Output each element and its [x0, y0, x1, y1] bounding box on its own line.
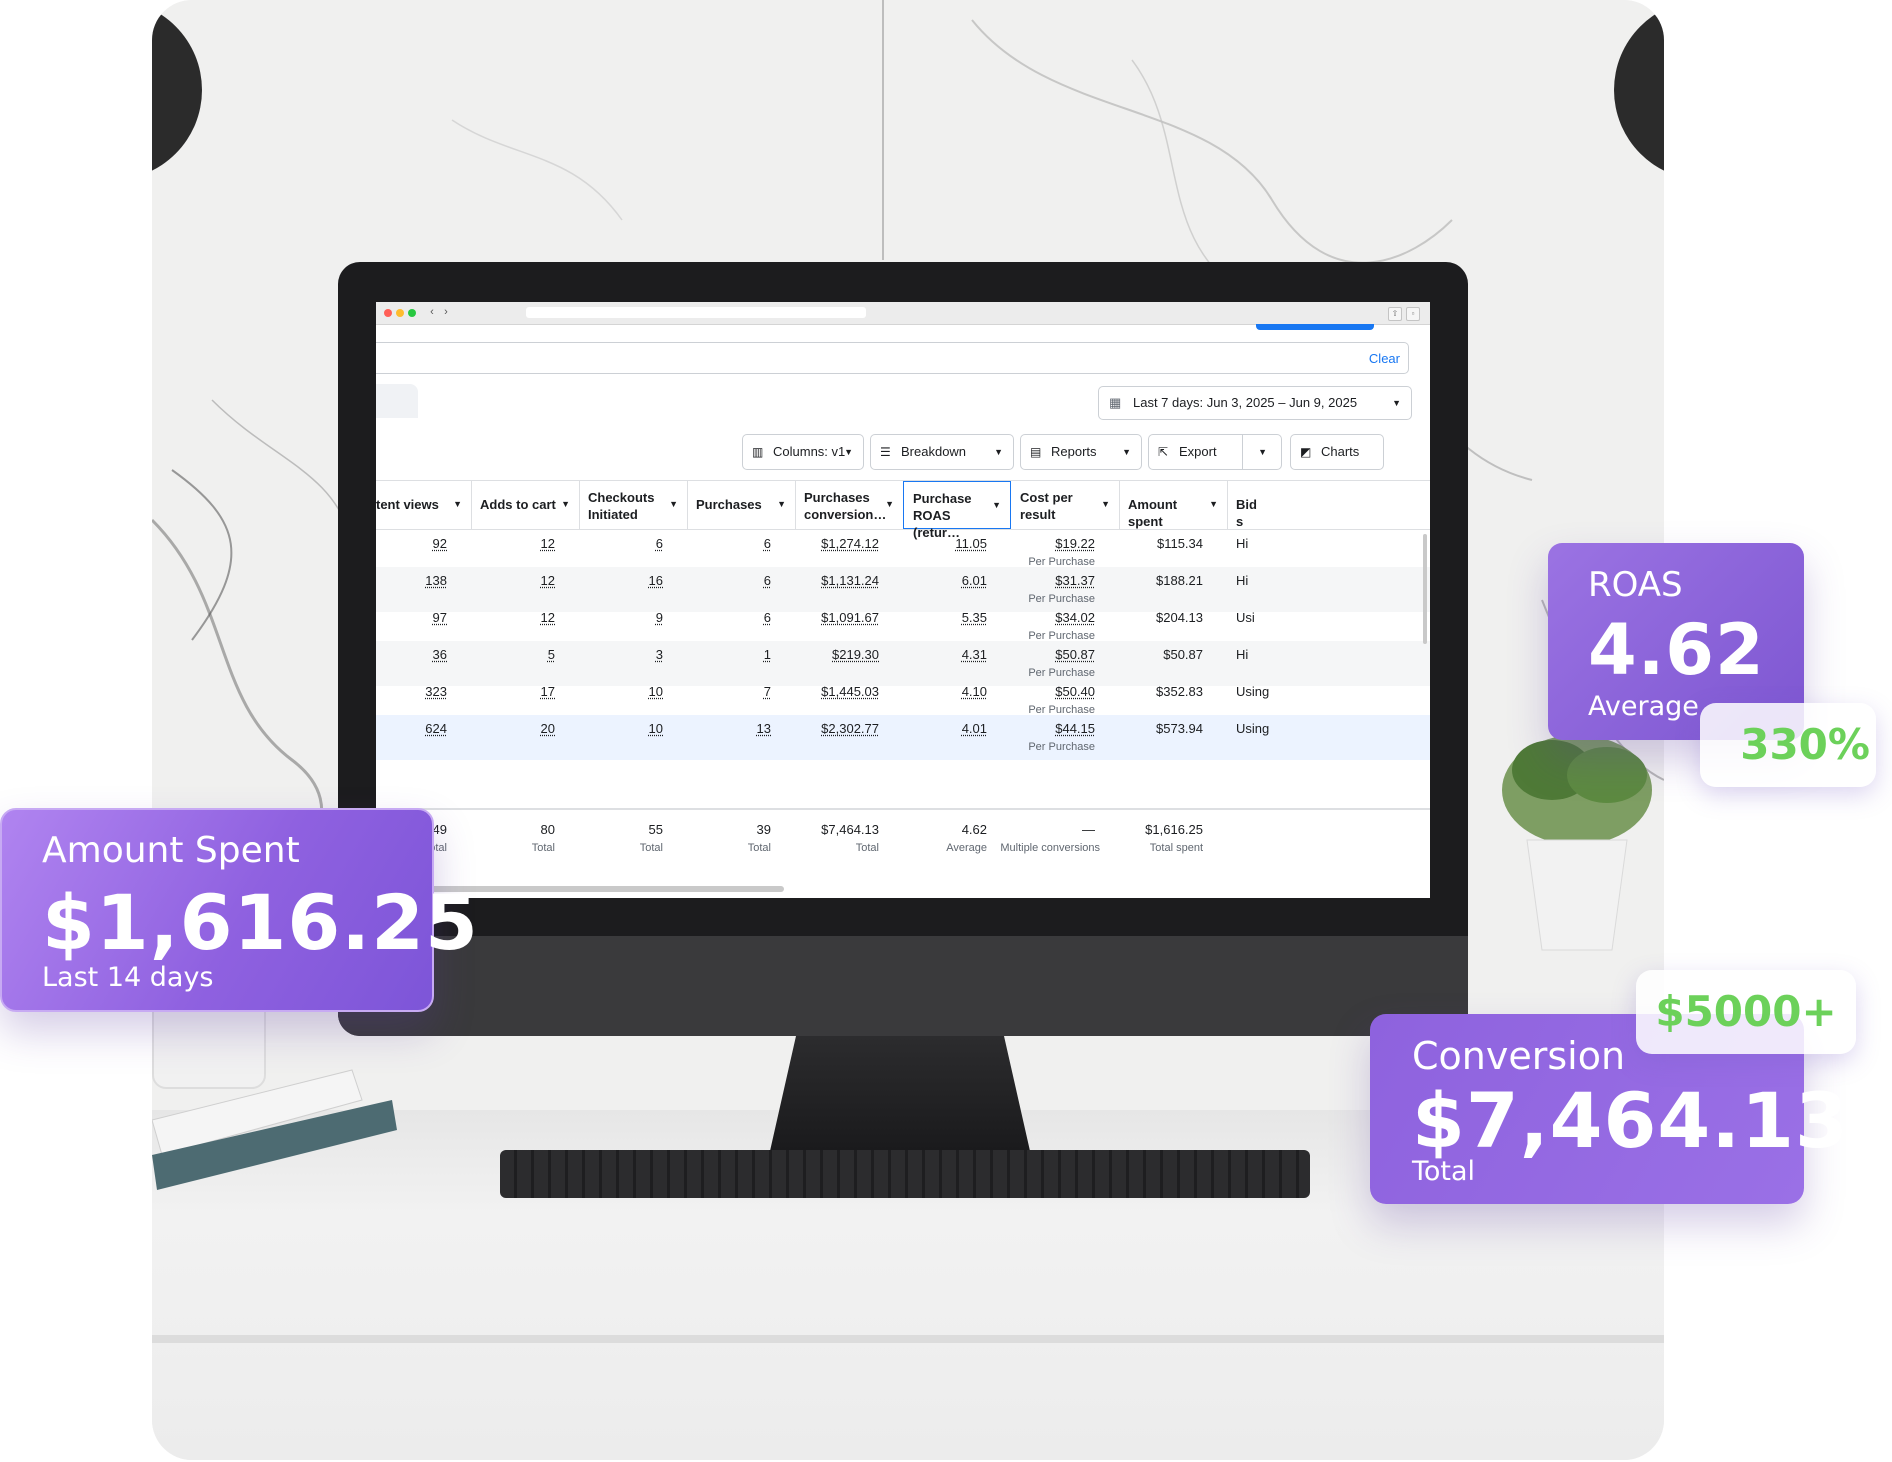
column-header-purchases-conversion-value[interactable]: Purchases conversion… ▼ [795, 481, 904, 529]
columns-icon: ▥ [752, 445, 764, 459]
amount-spent-card-title: Amount Spent [42, 830, 300, 871]
reports-button[interactable]: ▤ Reports ▼ [1020, 434, 1142, 470]
clear-filter-link[interactable]: Clear [1368, 351, 1400, 366]
total-purchases: 39 [756, 822, 771, 837]
potted-plant [1502, 735, 1652, 951]
books-stack [152, 1069, 397, 1190]
amount-spent-card-value: $1,616.25 [42, 878, 479, 967]
column-header-purchase-roas[interactable]: Purchase ROAS (retur… ▼ [903, 481, 1011, 540]
column-header-adds-to-cart[interactable]: Adds to cart ▼ [471, 481, 580, 529]
table-row[interactable]: 323 17 10 7 $1,445.03 4.10 $50.40 Per Pu… [425, 684, 1270, 716]
roas-growth-badge: 330% [1700, 703, 1876, 787]
monitor-chin [338, 936, 1468, 1036]
chevron-down-icon: ▼ [994, 447, 1003, 457]
wall-seam [882, 0, 884, 260]
chevron-down-icon: ▼ [1392, 398, 1401, 408]
chart-icon: ◩ [1300, 445, 1312, 459]
total-adds: 80 [540, 822, 555, 837]
monitor-stand [770, 1036, 1030, 1151]
screen: ‹ › ⇧ ▫ Clear ▦ Last 7 days: Jun 3, 2025… [376, 302, 1430, 898]
primary-action-button-edge[interactable] [1256, 324, 1374, 330]
filter-search-bar[interactable]: Clear [376, 342, 1409, 374]
breakdown-button[interactable]: ☰ Breakdown ▼ [870, 434, 1014, 470]
export-button[interactable]: ⇱ Export [1148, 434, 1244, 470]
reports-label: Reports [1051, 444, 1097, 459]
chevron-down-icon: ▼ [1101, 499, 1110, 509]
column-header-bid-strategy[interactable]: Bid s [1236, 497, 1257, 529]
charts-label: Charts [1321, 444, 1360, 459]
export-icon: ⇱ [1158, 445, 1169, 459]
chevron-down-icon: ▼ [1258, 447, 1267, 457]
conversion-growth-badge: $5000+ [1636, 970, 1856, 1054]
columns-button[interactable]: ▥ Columns: v1 ▼ [742, 434, 864, 470]
chevron-down-icon: ▼ [561, 499, 570, 509]
table-row[interactable]: 36 5 3 1 $219.30 4.31 $50.87 Per Purchas… [376, 641, 1430, 686]
conversion-card-value: $7,464.13 [1412, 1076, 1849, 1165]
roas-card-caption: Average [1588, 691, 1699, 722]
desk-edge [152, 1335, 1664, 1343]
chevron-down-icon: ▼ [1122, 447, 1131, 457]
minimize-window-button[interactable] [396, 309, 404, 317]
export-label: Export [1179, 444, 1217, 459]
total-checkouts: 55 [648, 822, 663, 837]
table-row[interactable]: 624 20 10 13 $2,302.77 4.01 $44.15 Per P… [376, 715, 1430, 760]
share-icon[interactable]: ⇧ [1388, 307, 1402, 321]
back-button[interactable]: ‹ [430, 306, 434, 318]
chevron-down-icon: ▼ [1209, 499, 1218, 509]
total-amount-spent: $1,616.25 [1145, 822, 1203, 837]
roas-card-value: 4.62 [1588, 609, 1765, 691]
close-window-button[interactable] [384, 309, 392, 317]
maximize-window-button[interactable] [408, 309, 416, 317]
column-header-purchases[interactable]: Purchases ▼ [687, 481, 796, 529]
chevron-down-icon: ▼ [885, 499, 894, 509]
breakdown-icon: ☰ [880, 445, 891, 459]
column-header-cost-per-result[interactable]: Cost per result ▼ [1011, 481, 1120, 529]
roas-card-title: ROAS [1588, 565, 1683, 605]
date-range-picker[interactable]: ▦ Last 7 days: Jun 3, 2025 – Jun 9, 2025… [1098, 386, 1412, 420]
keyboard [500, 1150, 1310, 1198]
amount-spent-card: Amount Spent $1,616.25 Last 14 days [0, 808, 478, 1012]
conversion-card-title: Conversion [1412, 1034, 1626, 1078]
chevron-down-icon: ▼ [844, 447, 853, 457]
column-header-amount-spent[interactable]: Amount spent ▼ [1119, 481, 1228, 529]
column-header-checkouts[interactable]: Checkouts Initiated ▼ [579, 481, 688, 529]
average-roas: 4.62 [961, 822, 987, 837]
total-conversion-value: $7,464.13 [821, 822, 879, 837]
totals-row: 1,449 Total 80 Total 55 Total 39 Total $… [376, 808, 1430, 882]
charts-button[interactable]: ◩ Charts [1290, 434, 1384, 470]
horizontal-scrollbar[interactable] [416, 886, 784, 892]
table-row[interactable]: 97 12 9 6 $1,091.67 5.35 $34.02 Per Purc… [432, 610, 1255, 642]
table-row[interactable]: 138 12 16 6 $1,131.24 6.01 $31.37 Per Pu… [376, 567, 1430, 612]
total-cost-per-result: — [1082, 822, 1095, 837]
address-bar[interactable] [526, 307, 866, 318]
calendar-icon: ▦ [1109, 395, 1122, 410]
columns-label: Columns: v1 [773, 444, 846, 459]
chevron-down-icon: ▼ [453, 499, 462, 509]
tab-partial[interactable] [376, 384, 418, 418]
date-range-label: Last 7 days: Jun 3, 2025 – Jun 9, 2025 [1133, 395, 1358, 410]
table-row[interactable]: 92 12 6 6 $1,274.12 11.05 $19.22 Per Pur… [432, 536, 1249, 568]
chevron-down-icon: ▼ [669, 499, 678, 509]
breakdown-label: Breakdown [901, 444, 967, 459]
browser-chrome: ‹ › ⇧ ▫ [376, 302, 1430, 325]
conversion-card-caption: Total [1412, 1156, 1476, 1187]
chevron-down-icon: ▼ [777, 499, 786, 509]
tabs-icon[interactable]: ▫ [1406, 307, 1420, 321]
vertical-scrollbar[interactable] [1423, 534, 1427, 644]
reports-icon: ▤ [1030, 445, 1042, 459]
chevron-down-icon: ▼ [992, 500, 1001, 510]
table-header: tent views ▼ Adds to cart ▼ Checkouts Init… [376, 480, 1430, 540]
amount-spent-card-caption: Last 14 days [42, 962, 214, 993]
conversion-card: Conversion $7,464.13 Total [1370, 1014, 1848, 1204]
column-header-content-views[interactable]: tent views ▼ [376, 481, 472, 529]
export-menu-button[interactable]: ▼ [1242, 434, 1282, 470]
forward-button[interactable]: › [444, 306, 448, 318]
